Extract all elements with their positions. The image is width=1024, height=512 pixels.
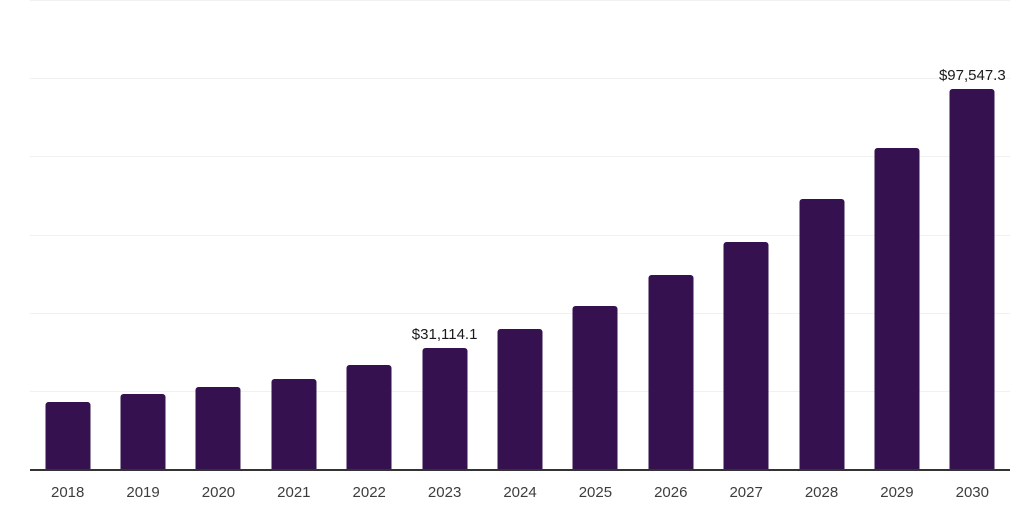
x-tick-2026: 2026: [654, 484, 688, 501]
x-tick-2021: 2021: [277, 484, 311, 501]
x-tick-2023: 2023: [427, 484, 462, 501]
bar-2029[interactable]: [874, 147, 920, 470]
x-axis-labels: 2018 2019 2020 2021 2022 2023 2024 2025 2026 2027…: [30, 470, 1010, 512]
bar-2022[interactable]: [346, 364, 392, 470]
x-tick-2029: 2029: [880, 484, 914, 501]
bar-2023[interactable]: [422, 348, 468, 470]
bar-2020[interactable]: [195, 386, 241, 470]
plot-area: $31,114.1 $97,547.3: [30, 0, 1010, 471]
x-axis-line: [30, 469, 1010, 471]
bar-2026[interactable]: [648, 274, 694, 470]
gridline-40000: [30, 312, 1010, 314]
bar-2021[interactable]: [271, 378, 317, 470]
x-tick-2024: 2024: [503, 484, 537, 501]
bar-group-2030: $97,547.3: [939, 1, 1006, 470]
bar-group-2027: [723, 1, 769, 470]
bar-2030[interactable]: [949, 88, 995, 470]
x-tick-2019: 2019: [126, 484, 160, 501]
bar-group-2028: [799, 1, 845, 470]
bar-group-2026: [648, 1, 694, 470]
gridline-60000: [30, 234, 1010, 236]
x-tick-2020: 2020: [201, 484, 236, 501]
data-label-2023: $31,114.1: [411, 326, 478, 344]
data-label-2030: $97,547.3: [938, 66, 1006, 84]
x-tick-2022: 2022: [352, 484, 386, 501]
bar-group-2024: [497, 1, 543, 470]
bar-group-2018: [45, 1, 91, 470]
bar-2028[interactable]: [799, 199, 845, 470]
bar-2027[interactable]: [723, 241, 769, 470]
x-tick-2030: 2030: [955, 484, 989, 501]
bar-2018[interactable]: [45, 402, 91, 470]
bar-group-2020: [195, 1, 241, 470]
bar-group-2022: [346, 1, 392, 470]
bar-group-2021: [271, 1, 317, 470]
bar-group-2023: $31,114.1: [412, 1, 477, 470]
bar-2019[interactable]: [120, 394, 166, 470]
bar-2025[interactable]: [572, 306, 618, 470]
bar-group-2019: [120, 1, 166, 470]
gridline-80000: [30, 156, 1010, 158]
bar-group-2025: [572, 1, 618, 470]
bar-group-2029: [874, 1, 920, 470]
gridline-120000: [30, 0, 1010, 1]
x-tick-2028: 2028: [804, 484, 839, 501]
gridline-100000: [30, 78, 1010, 80]
x-tick-2025: 2025: [578, 484, 613, 501]
bar-2024[interactable]: [497, 328, 543, 470]
x-tick-2018: 2018: [51, 484, 85, 501]
x-tick-2027: 2027: [729, 484, 763, 501]
